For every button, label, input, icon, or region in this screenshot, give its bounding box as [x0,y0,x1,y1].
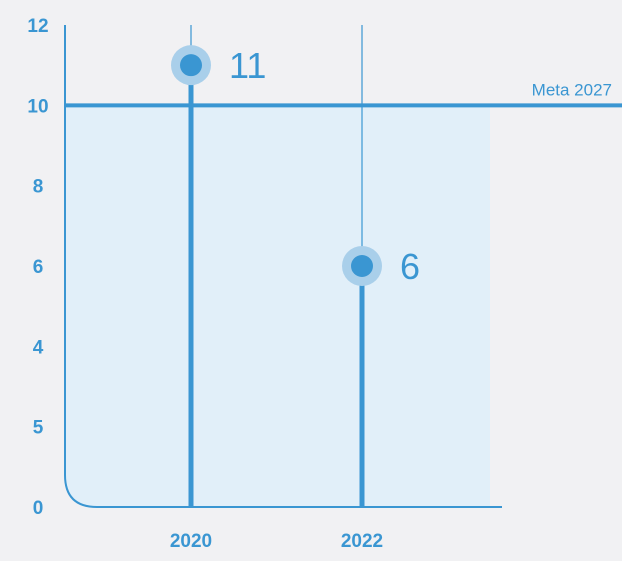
y-tick-label: 12 [27,16,48,37]
y-axis-ticks: 0 5 4 6 8 10 12 [27,16,48,519]
y-tick-label: 0 [33,498,44,519]
y-tick-label: 8 [33,177,44,198]
target-area [65,105,490,507]
y-tick-label: 6 [33,257,44,278]
y-tick-label: 10 [27,96,48,117]
y-tick-label: 5 [33,418,44,439]
data-labels: 11 6 [229,45,420,287]
reference-line-label: Meta 2027 [532,80,612,99]
data-point [351,255,373,277]
data-point [180,54,202,77]
data-label: 11 [229,45,266,86]
axis-frame [64,25,502,508]
data-label: 6 [400,246,420,287]
x-tick-label: 2020 [170,531,212,552]
x-tick-label: 2022 [341,531,383,552]
y-tick-label: 4 [33,337,44,358]
data-points [171,45,382,286]
x-axis-ticks: 2020 2022 [170,531,383,552]
